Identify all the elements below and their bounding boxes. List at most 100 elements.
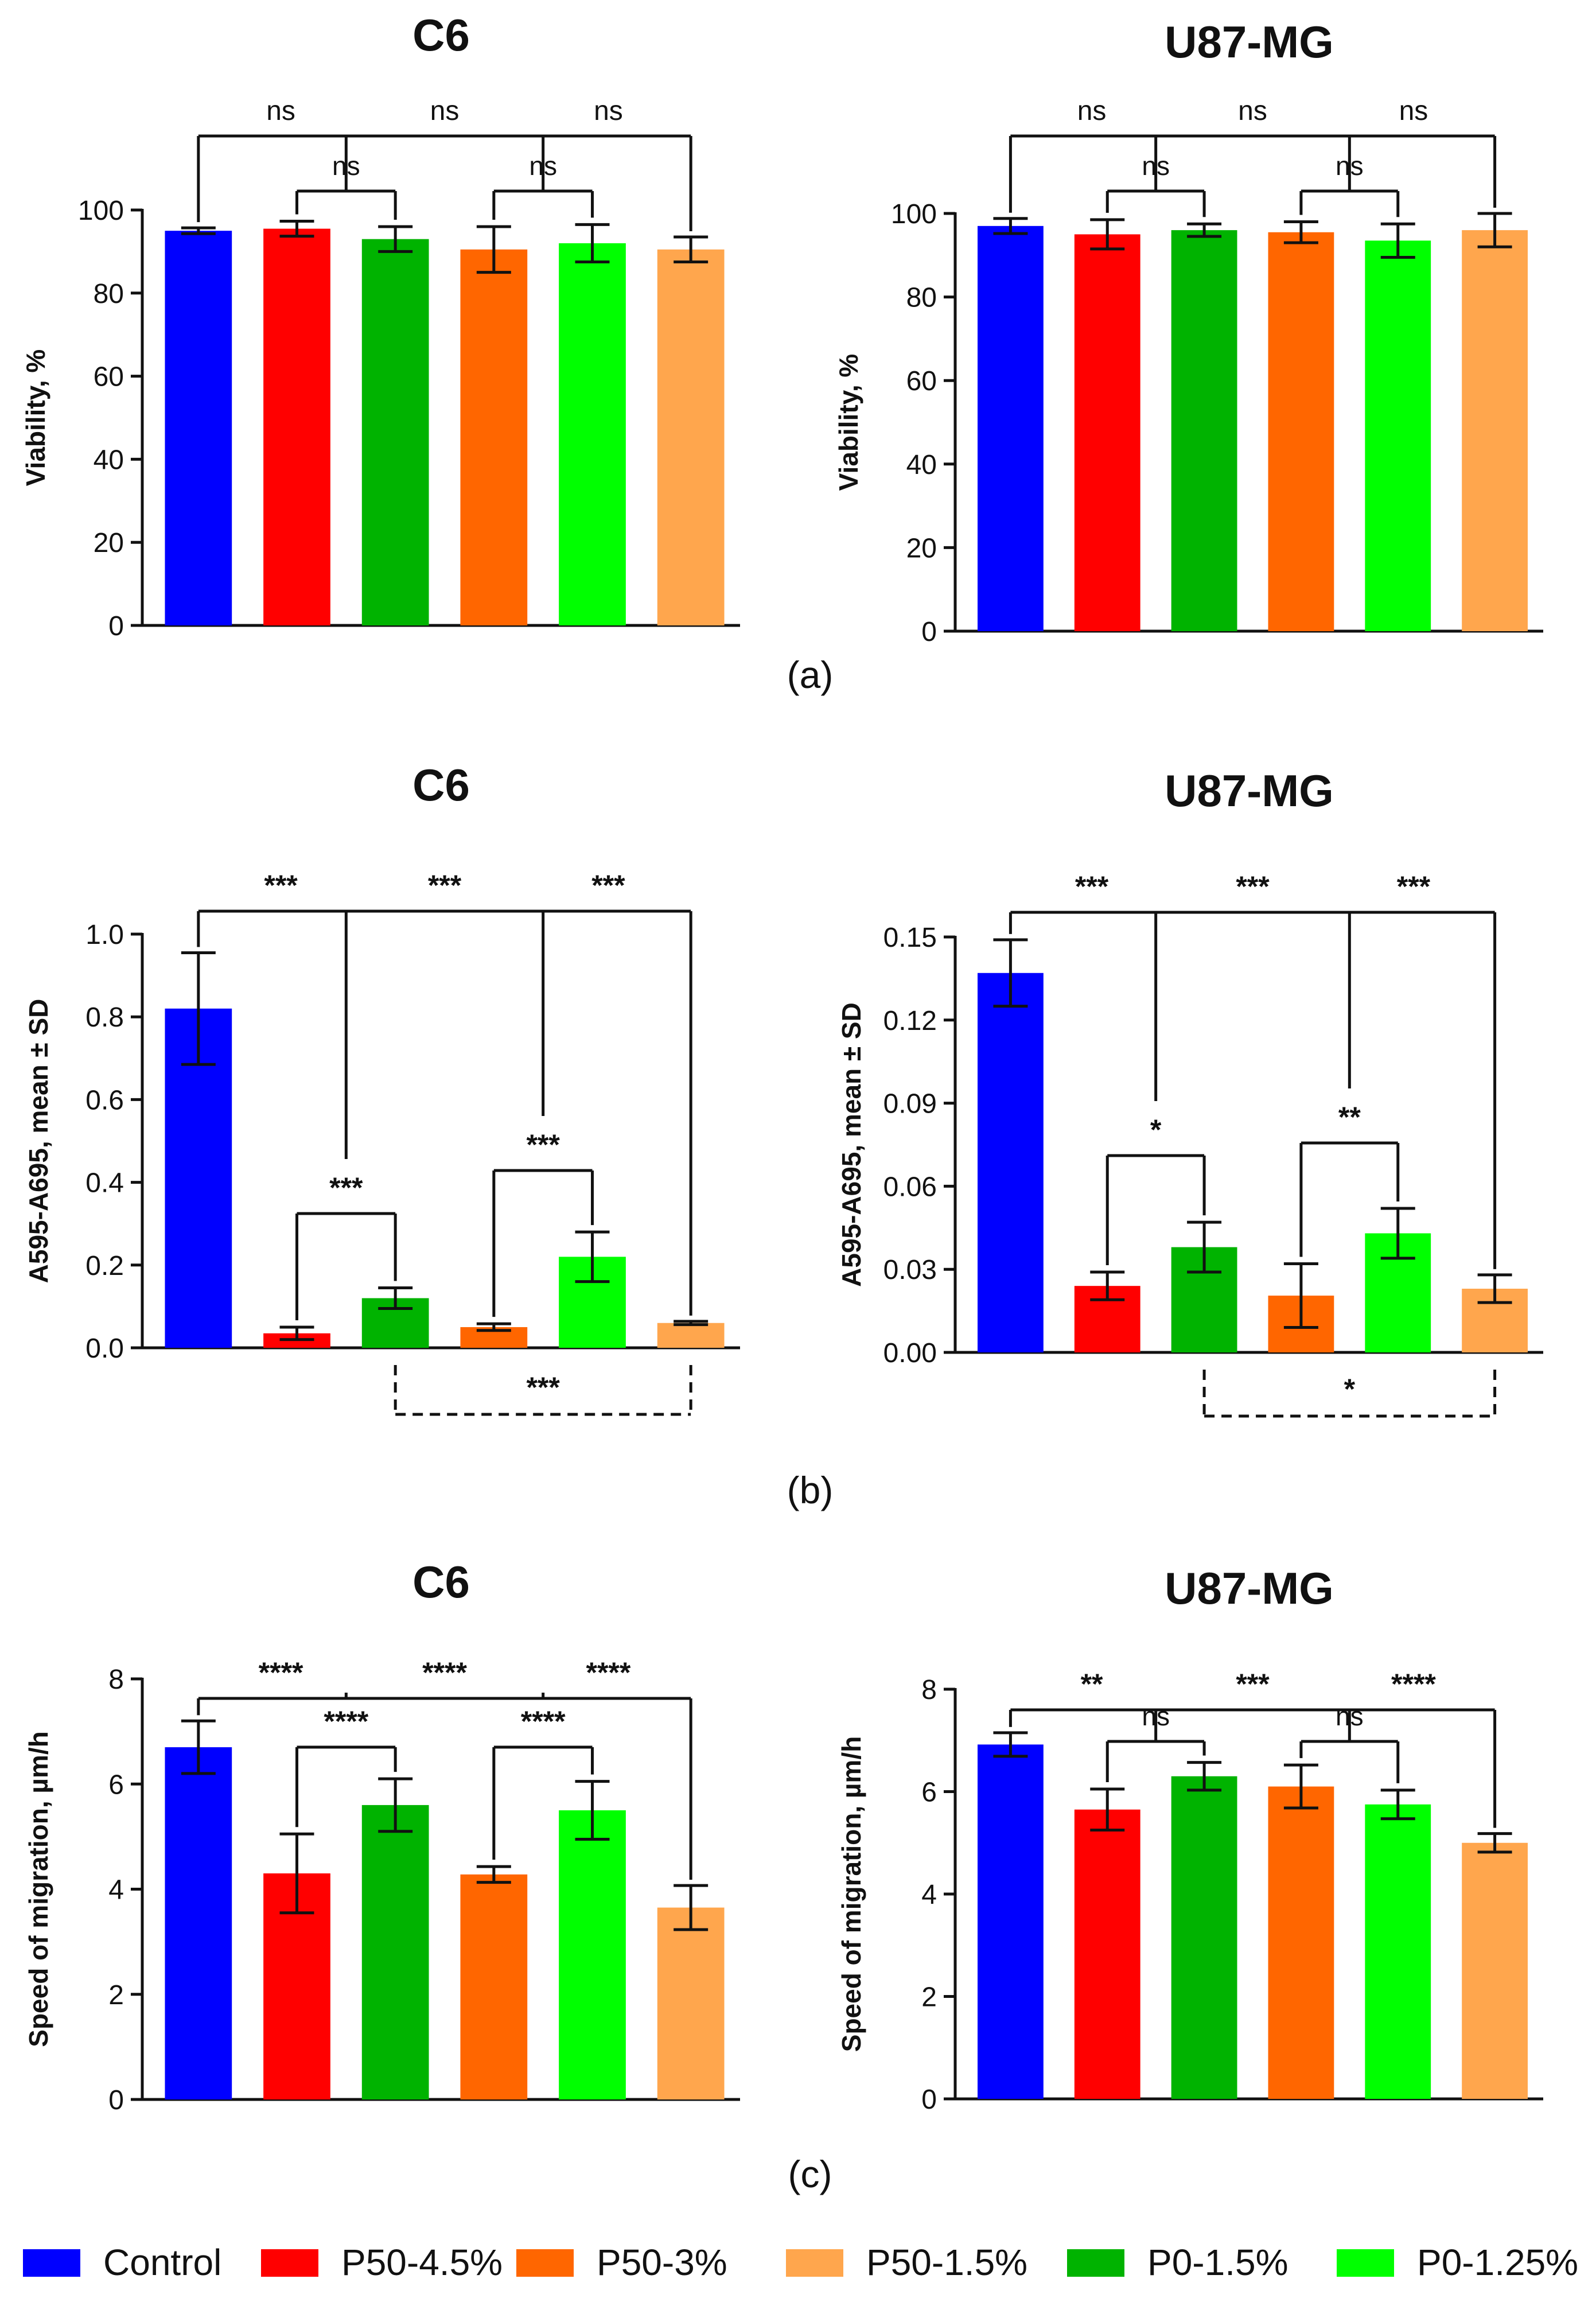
y-tick-label: 8 bbox=[108, 1665, 124, 1695]
legend-swatch bbox=[23, 2249, 80, 2277]
y-tick-label: 0.03 bbox=[883, 1255, 937, 1285]
significance-label: ns bbox=[1336, 1701, 1364, 1731]
panel-label-a: (a) bbox=[787, 654, 834, 696]
error-bar bbox=[279, 1832, 314, 1915]
error-bar bbox=[1380, 1207, 1415, 1260]
bar-P0-1.25% bbox=[1365, 240, 1431, 631]
significance-inner-bracket bbox=[295, 911, 397, 1320]
error-bar bbox=[476, 1865, 511, 1884]
bar-Control bbox=[978, 1744, 1044, 2099]
significance-top-bracket bbox=[197, 909, 692, 1316]
chart-3: U87-MG 0.00 0.03 0.06 0.09 0.12 0.15 A595-A695,… bbox=[836, 765, 1543, 1418]
panel-label-c: (c) bbox=[788, 2153, 832, 2195]
error-bar bbox=[993, 217, 1028, 235]
significance-label: ns bbox=[430, 96, 460, 126]
significance-label: * bbox=[1344, 1373, 1356, 1405]
y-tick-label: 40 bbox=[906, 450, 937, 480]
chart-title: U87-MG bbox=[1165, 1563, 1334, 1613]
legend-item: P50-4.5% bbox=[261, 2242, 503, 2283]
y-tick-label: 2 bbox=[921, 1982, 937, 2013]
y-axis-label: Viability, % bbox=[21, 349, 50, 487]
legend-label: P50-3% bbox=[597, 2242, 727, 2283]
significance-label: **** bbox=[521, 1705, 566, 1737]
legend-swatch bbox=[261, 2249, 318, 2277]
y-tick-label: 0.2 bbox=[85, 1251, 124, 1281]
significance-inner-bracket bbox=[1105, 1710, 1206, 1783]
y-tick-label: 80 bbox=[906, 283, 937, 313]
error-bar bbox=[1477, 212, 1512, 248]
error-bar bbox=[993, 938, 1028, 1008]
bar-P50-1.5% bbox=[1462, 230, 1528, 631]
y-axis-label: Speed of migration, µm/h bbox=[836, 1736, 866, 2052]
error-bar bbox=[993, 1731, 1028, 1758]
y-tick-label: 20 bbox=[906, 533, 937, 563]
y-tick-label: 0.0 bbox=[85, 1333, 124, 1364]
error-bar bbox=[279, 1325, 314, 1341]
error-bar bbox=[1187, 222, 1222, 238]
y-tick-label: 4 bbox=[921, 1880, 937, 1910]
bar-P0-1.5% bbox=[361, 1805, 429, 2099]
legend-item: P0-1.5% bbox=[1067, 2242, 1288, 2283]
significance-label: ns bbox=[1077, 96, 1107, 126]
y-tick-label: 0 bbox=[108, 611, 124, 641]
error-bar bbox=[674, 1884, 709, 1931]
significance-label: **** bbox=[586, 1656, 630, 1689]
significance-dashed-bracket bbox=[394, 1365, 692, 1416]
error-bar bbox=[1187, 1220, 1222, 1274]
bar-P50-3% bbox=[1268, 232, 1334, 631]
significance-label: **** bbox=[259, 1656, 303, 1689]
significance-label: **** bbox=[422, 1656, 467, 1689]
chart-2: C6 0.0 0.2 0.4 0.6 0.8 1.0 A595-A695, mean ± SD… bbox=[24, 760, 740, 1416]
y-tick-label: 60 bbox=[94, 362, 124, 392]
bar-P0-1.25% bbox=[1365, 1804, 1431, 2099]
chart-title: U87-MG bbox=[1165, 765, 1334, 816]
bar-P50-3% bbox=[460, 1874, 528, 2099]
significance-label: **** bbox=[1391, 1668, 1436, 1700]
significance-label: ns bbox=[529, 151, 557, 181]
y-axis-label: A595-A695, mean ± SD bbox=[24, 999, 53, 1284]
error-bar bbox=[674, 1320, 709, 1327]
significance-label: ns bbox=[266, 96, 295, 126]
error-bar bbox=[1380, 1788, 1415, 1821]
bar-P50-1.5% bbox=[657, 249, 725, 625]
significance-label: *** bbox=[526, 1371, 560, 1403]
y-tick-label: 0.12 bbox=[883, 1006, 937, 1036]
y-axis-label: A595-A695, mean ± SD bbox=[836, 1002, 866, 1287]
y-tick-label: 0 bbox=[108, 2085, 124, 2116]
bar-P0-1.25% bbox=[559, 243, 626, 625]
y-tick-label: 0.00 bbox=[883, 1338, 937, 1368]
significance-label: ns bbox=[1399, 96, 1428, 126]
legend-label: P50-4.5% bbox=[341, 2242, 503, 2283]
significance-label: ** bbox=[1338, 1101, 1361, 1133]
chart-title: C6 bbox=[412, 1557, 470, 1607]
bar-P50-4.5% bbox=[1074, 1809, 1140, 2099]
significance-dashed-bracket bbox=[1202, 1370, 1497, 1418]
error-bar bbox=[1090, 1270, 1125, 1301]
significance-label: ns bbox=[1142, 151, 1170, 181]
significance-inner-bracket bbox=[1105, 912, 1206, 1266]
bar-P0-1.5% bbox=[361, 239, 429, 625]
legend-swatch bbox=[516, 2249, 574, 2277]
bar-Control bbox=[978, 973, 1044, 1352]
error-bar bbox=[575, 1780, 610, 1841]
error-bar bbox=[1187, 1761, 1222, 1792]
y-tick-label: 100 bbox=[78, 196, 124, 226]
chart-4: C6 0 2 4 6 8 Speed of migration, µm/h **** **** *… bbox=[24, 1557, 740, 2116]
significance-inner-bracket bbox=[492, 911, 594, 1317]
significance-label: *** bbox=[1236, 870, 1270, 903]
significance-label: *** bbox=[526, 1129, 560, 1161]
significance-label: *** bbox=[1236, 1668, 1270, 1700]
significance-label: **** bbox=[324, 1705, 368, 1737]
chart-title: C6 bbox=[412, 10, 470, 60]
significance-label: *** bbox=[591, 869, 625, 901]
bar-P50-1.5% bbox=[657, 1907, 725, 2099]
significance-inner-bracket bbox=[1105, 136, 1206, 217]
error-bar bbox=[476, 225, 511, 274]
legend: Control P50-4.5% P50-3% P50-1.5% P0-1.5% P0-1… bbox=[23, 2242, 1578, 2283]
y-tick-label: 0.6 bbox=[85, 1085, 124, 1115]
y-tick-label: 0.06 bbox=[883, 1172, 937, 1202]
error-bar bbox=[1380, 222, 1415, 259]
bar-Control bbox=[165, 231, 232, 625]
error-bar bbox=[1477, 1832, 1512, 1854]
